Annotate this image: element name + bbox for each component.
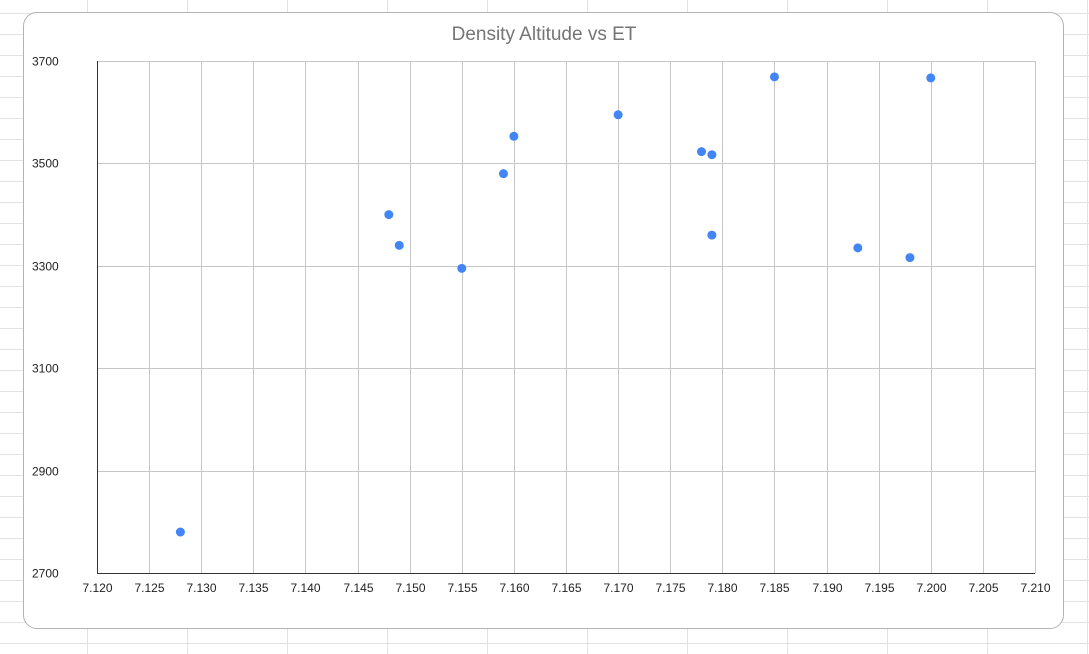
data-point[interactable] [457, 263, 467, 273]
y-tick-label: 3100 [32, 362, 59, 376]
y-tick-label: 2700 [32, 567, 59, 581]
x-tick-label: 7.125 [134, 581, 164, 595]
x-tick-label: 7.135 [238, 581, 268, 595]
data-points [175, 72, 936, 537]
chart-card[interactable]: Density Altitude vs ET 7.120 7.125 7.130 7.… [23, 12, 1064, 629]
x-tick-label: 7.175 [655, 581, 685, 595]
y-tick-label: 2900 [32, 465, 59, 479]
y-tick-label: 3500 [32, 157, 59, 171]
data-point[interactable] [769, 72, 779, 82]
x-tick-label: 7.120 [82, 581, 112, 595]
x-tick-label: 7.190 [812, 581, 842, 595]
x-tick-label: 7.170 [603, 581, 633, 595]
x-axis-tick-labels: 7.120 7.125 7.130 7.135 7.140 7.145 7.150 7.155… [82, 581, 1050, 595]
x-tick-label: 7.140 [290, 581, 320, 595]
x-tick-label: 7.195 [864, 581, 894, 595]
data-point[interactable] [853, 243, 863, 253]
x-tick-label: 7.150 [395, 581, 425, 595]
data-point[interactable] [613, 110, 623, 120]
x-tick-label: 7.160 [499, 581, 529, 595]
data-point[interactable] [926, 73, 936, 83]
data-point[interactable] [707, 150, 717, 160]
x-tick-label: 7.210 [1020, 581, 1050, 595]
axes [97, 61, 1035, 574]
x-tick-label: 7.200 [916, 581, 946, 595]
x-tick-label: 7.130 [186, 581, 216, 595]
x-tick-label: 7.185 [759, 581, 789, 595]
x-tick-label: 7.155 [447, 581, 477, 595]
data-point[interactable] [509, 131, 519, 141]
data-point[interactable] [175, 527, 185, 537]
scatter-chart: Density Altitude vs ET 7.120 7.125 7.130 7.… [32, 24, 1051, 595]
chart-title: Density Altitude vs ET [452, 24, 637, 45]
y-tick-label: 3300 [32, 260, 59, 274]
x-tick-label: 7.165 [551, 581, 581, 595]
data-point[interactable] [707, 230, 717, 240]
x-tick-label: 7.145 [343, 581, 373, 595]
data-point[interactable] [498, 169, 508, 179]
data-point[interactable] [696, 147, 706, 157]
vertical-gridlines [149, 61, 1036, 573]
x-tick-label: 7.205 [968, 581, 998, 595]
x-tick-label: 7.180 [707, 581, 737, 595]
y-tick-label: 3700 [32, 55, 59, 69]
data-point[interactable] [905, 253, 915, 263]
data-point[interactable] [394, 240, 404, 250]
y-axis-tick-labels: 2700 2900 3100 3300 3500 3700 [32, 55, 59, 581]
horizontal-gridlines [97, 61, 1035, 472]
data-point[interactable] [384, 210, 394, 220]
